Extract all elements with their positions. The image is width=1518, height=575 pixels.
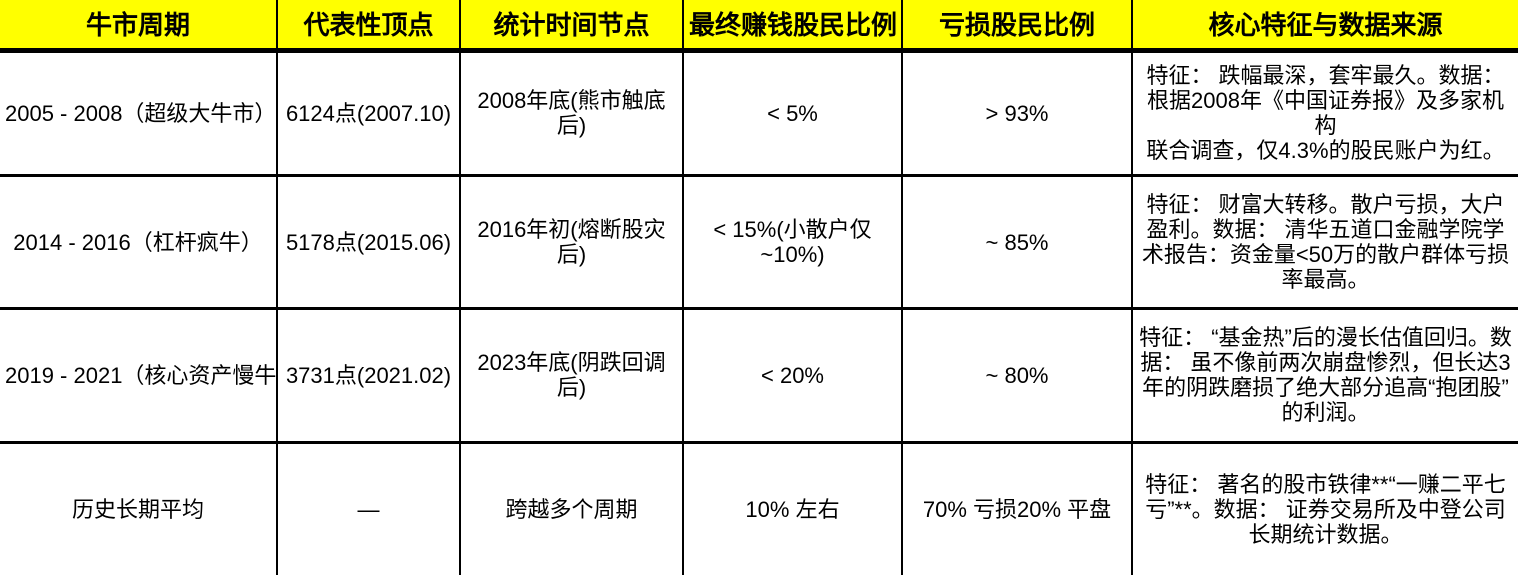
- col-header-loss-ratio: 亏损股民比例: [901, 0, 1132, 53]
- table-body: 2005 - 2008（超级大牛市） 6124点(2007.10) 2008年底…: [0, 50, 1518, 575]
- cell-peak: 6124点(2007.10): [276, 50, 460, 178]
- header-row: 牛市周期 代表性顶点 统计时间节点 最终赚钱股民比例 亏损股民比例 核心特征与数…: [0, 0, 1518, 53]
- cell-loss-ratio: 70% 亏损20% 平盘: [901, 442, 1132, 575]
- cell-profit-ratio: < 15%(小散户仅 ~10%): [682, 175, 902, 310]
- cell-time-node: 跨越多个周期: [459, 442, 683, 575]
- col-header-profit-ratio: 最终赚钱股民比例: [682, 0, 902, 53]
- col-header-peak: 代表性顶点: [276, 0, 460, 53]
- col-header-notes: 核心特征与数据来源: [1131, 0, 1518, 53]
- col-header-cycle: 牛市周期: [0, 0, 277, 53]
- cell-peak: 3731点(2021.02): [276, 308, 460, 444]
- cell-cycle: 2005 - 2008（超级大牛市）: [0, 50, 277, 178]
- cell-cycle: 2019 - 2021（核心资产慢牛）: [0, 308, 277, 444]
- table-row: 2019 - 2021（核心资产慢牛） 3731点(2021.02) 2023年…: [0, 308, 1518, 444]
- cell-time-node: 2008年底(熊市触底 后): [459, 50, 683, 178]
- table-header: 牛市周期 代表性顶点 统计时间节点 最终赚钱股民比例 亏损股民比例 核心特征与数…: [0, 0, 1518, 53]
- cell-profit-ratio: < 20%: [682, 308, 902, 444]
- cell-loss-ratio: ~ 85%: [901, 175, 1132, 310]
- cell-notes: 特征： 财富大转移。散户亏损，大户 盈利。数据： 清华五道口金融学院学 术报告：…: [1131, 175, 1518, 310]
- col-header-time-node: 统计时间节点: [459, 0, 683, 53]
- cell-profit-ratio: < 5%: [682, 50, 902, 178]
- table-row: 2005 - 2008（超级大牛市） 6124点(2007.10) 2008年底…: [0, 50, 1518, 178]
- cell-notes: 特征： 著名的股市铁律**“一赚二平七 亏”**。数据： 证券交易所及中登公司 …: [1131, 442, 1518, 575]
- table-row: 历史长期平均 — 跨越多个周期 10% 左右 70% 亏损20% 平盘 特征： …: [0, 442, 1518, 575]
- cell-peak: —: [276, 442, 460, 575]
- cell-notes: 特征： “基金热”后的漫长估值回归。数 据： 虽不像前两次崩盘惨烈，但长达3 年…: [1131, 308, 1518, 444]
- cell-loss-ratio: > 93%: [901, 50, 1132, 178]
- cell-time-node: 2016年初(熔断股灾 后): [459, 175, 683, 310]
- cell-profit-ratio: 10% 左右: [682, 442, 902, 575]
- cell-time-node: 2023年底(阴跌回调 后): [459, 308, 683, 444]
- cell-notes: 特征： 跌幅最深，套牢最久。数据： 根据2008年《中国证券报》及多家机构 联合…: [1131, 50, 1518, 178]
- table-row: 2014 - 2016（杠杆疯牛） 5178点(2015.06) 2016年初(…: [0, 175, 1518, 310]
- cell-loss-ratio: ~ 80%: [901, 308, 1132, 444]
- cell-cycle: 2014 - 2016（杠杆疯牛）: [0, 175, 277, 310]
- cell-peak: 5178点(2015.06): [276, 175, 460, 310]
- cell-cycle: 历史长期平均: [71, 496, 204, 522]
